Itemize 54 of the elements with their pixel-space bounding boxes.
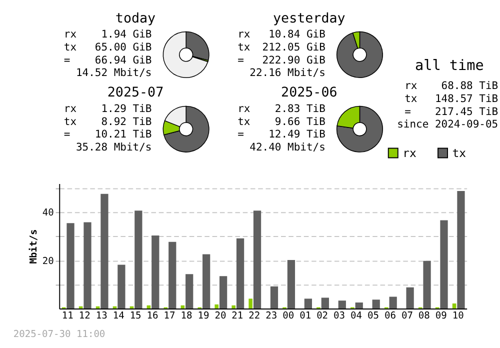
legend-label: rx (402, 146, 417, 160)
x-tick-label: 23 (266, 310, 278, 322)
text: = 222.90 GiB (238, 54, 326, 66)
text: since 2024-09-05 (397, 118, 498, 131)
text: rx 68.88 TiB (404, 80, 498, 92)
text: 14.52 Mbit/s (76, 67, 152, 80)
text: tx 148.57 TiB (404, 92, 498, 105)
x-tick-label: 13 (96, 310, 108, 322)
y-tick-label: 40 (42, 208, 54, 219)
chart-title: today (115, 11, 156, 26)
x-tick-label: 14 (112, 310, 125, 322)
x-tick-label: 05 (367, 310, 379, 322)
x-tick-label: 16 (146, 310, 159, 322)
text: rx 2.83 TiB (238, 102, 326, 115)
x-tick-label: 06 (384, 310, 396, 322)
x-tick-label: 17 (164, 310, 176, 322)
text: = 10.21 TiB (64, 128, 152, 141)
chart-title: yesterday (273, 11, 346, 26)
text: 42.40 Mbit/s (250, 142, 326, 154)
x-tick-label: 21 (232, 310, 244, 322)
text: tx 212.05 GiB (238, 41, 326, 54)
x-tick-label: 07 (401, 310, 414, 322)
x-tick-label: 03 (334, 310, 346, 322)
chart-title: 2025-06 (281, 86, 338, 101)
x-tick-label: 02 (316, 310, 328, 322)
x-tick-label: 09 (435, 310, 448, 322)
x-tick-label: 01 (300, 310, 312, 322)
text: all time (414, 58, 484, 74)
text: 22.16 Mbit/s (250, 67, 326, 80)
x-tick-label: 22 (248, 310, 260, 322)
text: 2025-07-30 11:00 (13, 329, 106, 340)
x-tick-label: 11 (62, 310, 74, 322)
text: 35.28 Mbit/s (76, 142, 152, 154)
y-axis-title: Mbit/s (28, 229, 40, 264)
text: tx 9.66 TiB (238, 116, 326, 128)
text: = 66.94 GiB (64, 54, 152, 66)
legend-label: tx (452, 146, 466, 160)
x-tick-label: 20 (214, 310, 226, 322)
chart-title: 2025-07 (107, 86, 164, 101)
x-tick-label: 10 (452, 310, 464, 322)
text: tx 8.92 TiB (64, 116, 152, 128)
x-tick-label: 04 (350, 310, 362, 322)
x-tick-label: 15 (130, 310, 142, 322)
x-tick-label: 00 (282, 310, 294, 322)
x-tick-label: 08 (418, 310, 430, 322)
text: = 12.49 TiB (238, 128, 326, 141)
text: rx 1.29 TiB (64, 102, 152, 115)
x-tick-label: 12 (78, 310, 90, 322)
text: tx 65.00 GiB (64, 41, 152, 54)
x-tick-label: 19 (198, 310, 210, 322)
x-tick-label: 18 (180, 310, 192, 322)
text: = 217.45 TiB (404, 106, 498, 118)
text: rx 1.94 GiB (64, 28, 152, 41)
text: rx 10.84 GiB (238, 28, 326, 41)
